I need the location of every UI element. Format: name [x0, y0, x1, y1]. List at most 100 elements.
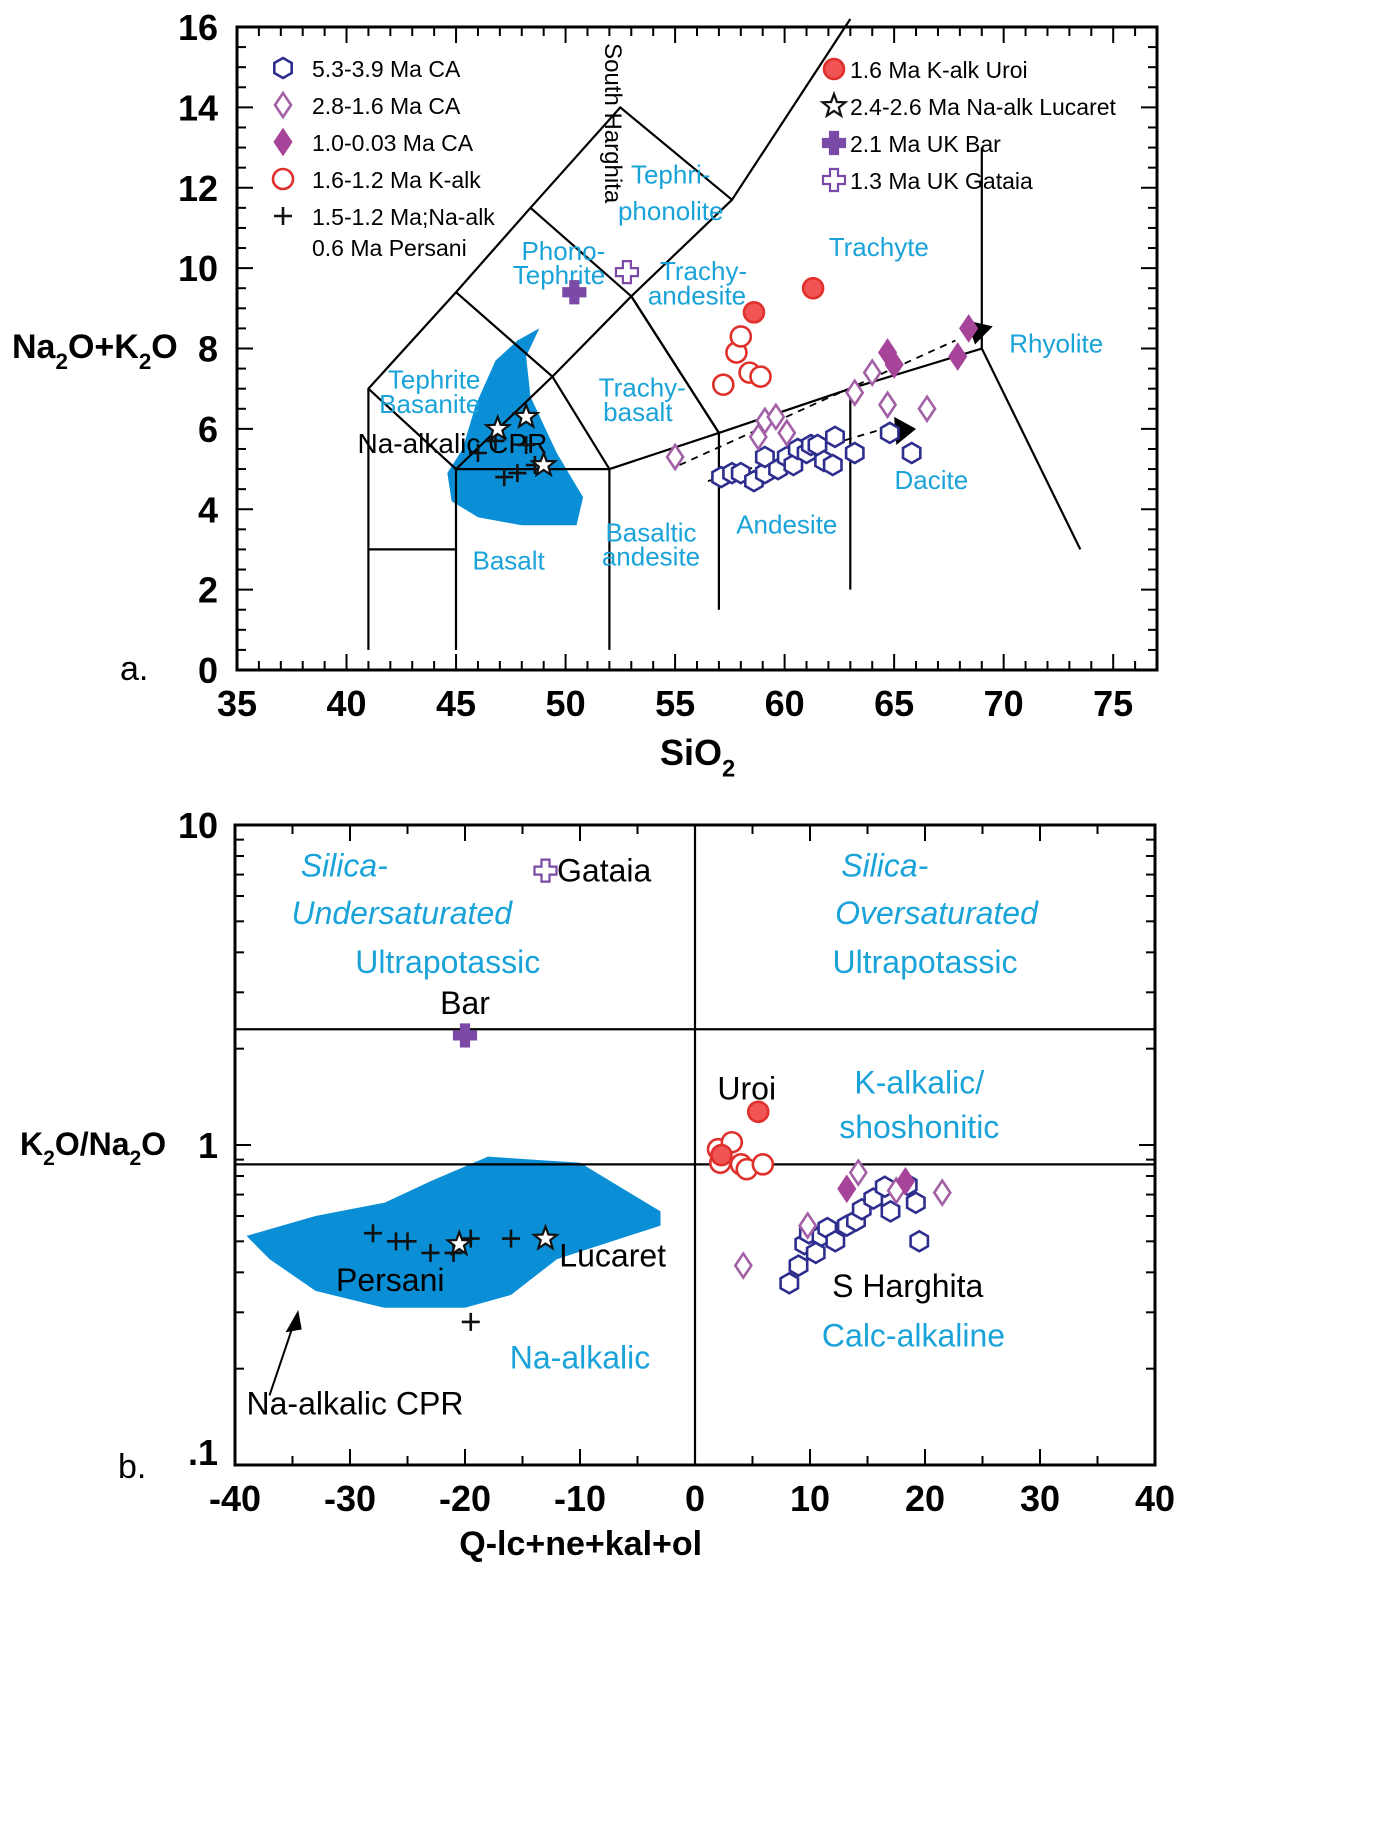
data-point	[398, 1232, 417, 1251]
data-point	[533, 858, 558, 883]
data-point	[364, 1224, 382, 1243]
legend-label: 1.5-1.2 Ma;Na-alk	[312, 204, 495, 230]
y-tick-label: 0	[198, 650, 218, 691]
data-point	[901, 441, 922, 465]
field-label: Basanite	[379, 389, 480, 419]
data-point	[746, 1100, 770, 1124]
data-point	[751, 1153, 775, 1176]
field-label: Oversaturated	[835, 895, 1039, 931]
data-point	[822, 453, 843, 477]
field-label: Tephrite	[388, 365, 481, 395]
field-label: Trachy-	[599, 373, 686, 403]
x-tick-label: 75	[1093, 683, 1133, 724]
data-point	[711, 373, 735, 396]
subscript: 2	[43, 1147, 55, 1170]
cpr-field-label: Na-alkalic CPR	[357, 428, 547, 459]
data-point	[468, 443, 487, 462]
data-point	[508, 464, 527, 483]
subscript: 2	[130, 1147, 142, 1170]
trend-arrow	[679, 339, 956, 466]
y-tick-label: 4	[198, 489, 218, 530]
x-tick-label: 70	[984, 683, 1024, 724]
field-label: Silica-	[301, 848, 388, 884]
data-point	[878, 390, 898, 420]
field-label: Rhyolite	[1009, 329, 1103, 359]
y-tick-label: .1	[188, 1432, 218, 1473]
data-point	[495, 468, 514, 487]
field-label: Trachyte	[829, 232, 929, 262]
legend-marker	[273, 90, 293, 120]
x-tick-label: -10	[554, 1478, 606, 1519]
subscript: 2	[55, 349, 67, 374]
legend-marker	[271, 167, 295, 191]
data-point	[824, 425, 846, 449]
x-tick-label: 60	[765, 683, 805, 724]
legend-label: 0.6 Ma Persani	[312, 235, 467, 261]
y-axis-title: Na2O+K2O	[12, 328, 178, 374]
point-label: Persani	[336, 1262, 445, 1298]
data-point	[805, 1241, 826, 1265]
field-label: Basaltic	[605, 517, 696, 547]
subscript: 2	[722, 756, 735, 783]
legend-label: 2.4-2.6 Ma Na-alk Lucaret	[850, 94, 1117, 120]
panel-label: a.	[120, 650, 148, 688]
y-tick-label: 6	[198, 409, 218, 450]
data-point	[749, 365, 772, 388]
y-tick-label: 14	[178, 87, 218, 128]
data-point	[879, 421, 900, 445]
legend-marker	[821, 130, 847, 156]
legend-marker	[274, 207, 292, 225]
panel-b-ratio-diagram: -40 -30 -20 -10 0 10 20 30 40 10 1 .1 Q-lc+ne+kal+ol…	[20, 805, 1175, 1563]
data-point	[959, 314, 979, 343]
x-tick-label: -40	[209, 1478, 261, 1519]
label-part: SiO	[660, 732, 722, 773]
y-tick-label: 10	[178, 248, 218, 289]
legend-label: 1.0-0.03 Ma CA	[312, 130, 474, 156]
field-label: Dacite	[895, 465, 969, 495]
data-point	[483, 413, 513, 442]
data-point	[777, 418, 797, 448]
cpr-arrow-head	[285, 1310, 302, 1333]
x-tick-label: 30	[1020, 1478, 1060, 1519]
data-point	[862, 358, 882, 387]
data-point	[825, 1229, 846, 1253]
x-tick-label: 35	[217, 683, 257, 724]
point-label: Lucaret	[559, 1237, 666, 1273]
data-point	[884, 350, 904, 379]
x-tick-label: 50	[546, 683, 586, 724]
data-point	[801, 276, 825, 300]
data-point	[614, 260, 640, 285]
field-label: Ultrapotassic	[833, 944, 1018, 980]
tas-boundary-line	[454, 374, 611, 650]
data-point	[511, 401, 541, 430]
field-label: Undersaturated	[291, 895, 513, 931]
data-point	[517, 435, 536, 454]
field-label: K-alkalic/	[854, 1064, 984, 1100]
point-label: Na-alkalic CPR	[247, 1386, 464, 1422]
y-axis-title: K2O/Na2O	[20, 1126, 166, 1170]
field-label: basalt	[603, 397, 673, 427]
label-part: O+K	[68, 328, 139, 366]
field-label: Calc-alkaline	[822, 1317, 1005, 1353]
field-label: andesite	[602, 542, 700, 572]
y-tick-label: 2	[198, 570, 218, 611]
x-tick-label: -20	[439, 1478, 491, 1519]
legend-marker	[819, 90, 849, 119]
field-label: Tephrite	[513, 260, 606, 290]
panel-a-tas-diagram: 35 40 45 50 55 60 65 70 750246810121416SiO2Na2O+…	[12, 7, 1159, 783]
data-point	[502, 1229, 520, 1248]
x-tick-label: 10	[790, 1478, 830, 1519]
legend-marker	[272, 56, 294, 80]
data-point	[710, 1143, 733, 1167]
legend-label: 1.6 Ma K-alk Uroi	[850, 57, 1028, 83]
field-label: Andesite	[736, 509, 837, 539]
label-part: K	[20, 1126, 43, 1162]
point-label: S Harghita	[832, 1268, 983, 1304]
data-point	[461, 1312, 480, 1331]
legend-label: 2.1 Ma UK Bar	[850, 131, 1001, 157]
field-label: phonolite	[618, 196, 724, 226]
data-point	[531, 1223, 560, 1251]
data-point	[729, 325, 753, 348]
tas-boundary-line	[630, 295, 720, 434]
